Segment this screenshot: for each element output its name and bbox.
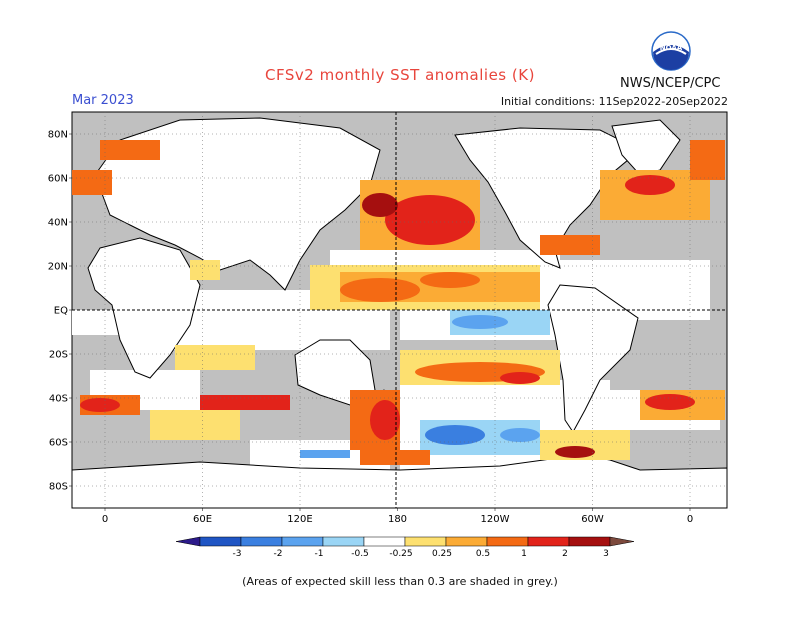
latitude-labels: 80N 60N 40N 20N EQ 20S 40S 60S 80S xyxy=(48,130,68,493)
colorbar-segment xyxy=(486,536,529,547)
land-masses xyxy=(72,117,727,508)
agency-label: NWS/NCEP/CPC xyxy=(620,76,721,91)
colorbar-segment xyxy=(240,536,283,547)
longitude-tick-label: 0 xyxy=(687,514,693,525)
colorbar-max-arrow xyxy=(609,536,635,547)
longitude-labels: 0 60E 120E 180 120W 60W 0 xyxy=(102,514,693,525)
colorbar-label: -0.25 xyxy=(389,549,412,559)
forecast-month: Mar 2023 xyxy=(72,93,134,108)
latitude-tick-label: 80N xyxy=(48,130,68,141)
latitude-tick-label: 40N xyxy=(48,218,68,229)
latitude-tick-label: 60N xyxy=(48,174,68,185)
latitude-tick-label: 60S xyxy=(49,438,68,449)
colorbar-segment xyxy=(199,536,242,547)
noaa-logo: NOAA xyxy=(651,31,691,71)
colorbar-segment xyxy=(281,536,324,547)
latitude-tick-label: 20S xyxy=(49,350,68,361)
colorbar-label: -2 xyxy=(274,549,283,559)
warm-anomaly-regions xyxy=(72,140,725,465)
initial-conditions: Initial conditions: 11Sep2022-20Sep2022 xyxy=(500,95,728,108)
longitude-tick-label: 180 xyxy=(388,514,407,525)
colorbar: -3 -2 -1 -0.5 -0.25 0.25 0.5 1 2 3 xyxy=(175,536,635,559)
colorbar-label: 3 xyxy=(603,549,609,559)
eurasia xyxy=(94,117,381,291)
longitude-tick-label: 0 xyxy=(102,514,108,525)
colorbar-label: 0.25 xyxy=(432,549,452,559)
colorbar-label: -0.5 xyxy=(351,549,369,559)
colorbar-label: 1 xyxy=(521,549,527,559)
colorbar-segment xyxy=(445,536,488,547)
noaa-logo-text: NOAA xyxy=(660,44,683,52)
colorbar-label: -1 xyxy=(315,549,324,559)
south-america xyxy=(547,284,639,433)
longitude-tick-label: 120E xyxy=(287,514,312,525)
longitude-tick-label: 120W xyxy=(481,514,510,525)
colorbar-segment xyxy=(527,536,570,547)
longitude-tick-label: 60W xyxy=(581,514,604,525)
colorbar-min-arrow xyxy=(175,536,201,547)
latitude-tick-label: 80S xyxy=(49,482,68,493)
cool-anomaly-regions xyxy=(300,295,550,458)
colorbar-segment xyxy=(404,536,447,547)
colorbar-label: 2 xyxy=(562,549,568,559)
latitude-tick-label: EQ xyxy=(54,306,68,317)
latitude-tick-label: 20N xyxy=(48,262,68,273)
africa xyxy=(87,237,201,379)
gridlines xyxy=(69,112,727,511)
skill-footnote: (Areas of expected skill less than 0.3 a… xyxy=(242,575,558,588)
map-title: CFSv2 monthly SST anomalies (K) xyxy=(265,66,535,84)
longitude-tick-label: 60E xyxy=(193,514,212,525)
colorbar-segment xyxy=(363,536,406,547)
colorbar-segment xyxy=(322,536,365,547)
latitude-tick-label: 40S xyxy=(49,394,68,405)
colorbar-label: -3 xyxy=(233,549,242,559)
colorbar-segment xyxy=(568,536,611,547)
colorbar-label: 0.5 xyxy=(476,549,490,559)
